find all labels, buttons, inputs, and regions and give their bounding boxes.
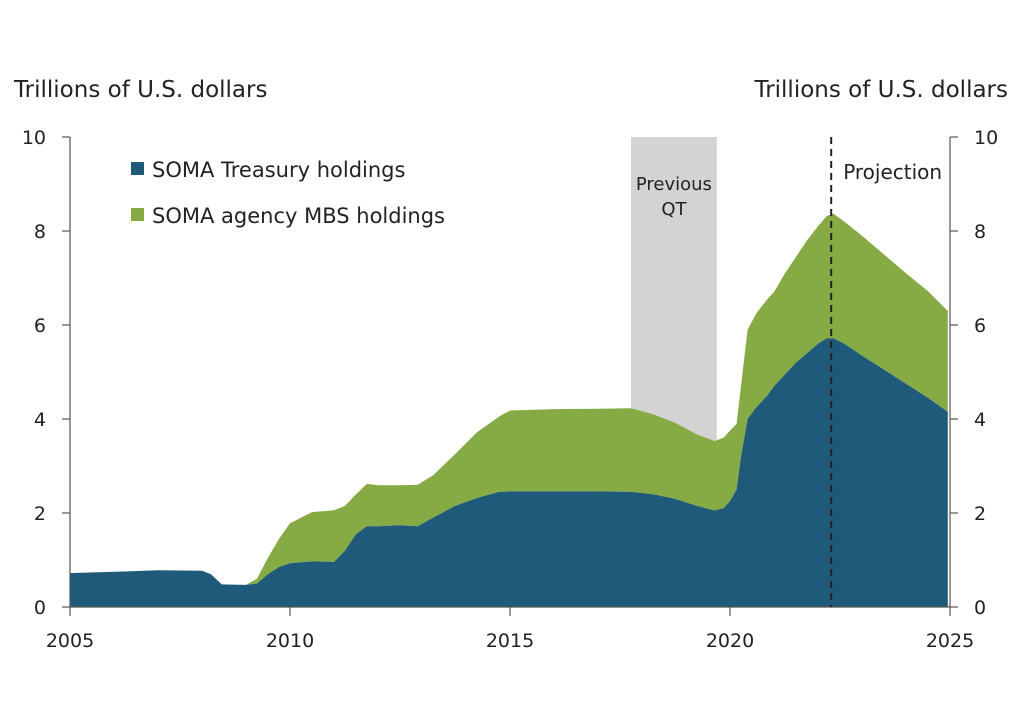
y-tick-label-left: 6 xyxy=(34,315,46,337)
x-tick-label: 2015 xyxy=(486,630,534,652)
previous-qt-label-line2: QT xyxy=(661,199,687,220)
y-tick-label-right: 6 xyxy=(974,315,986,337)
y-tick-label-right: 0 xyxy=(974,597,986,619)
y-tick-label-right: 10 xyxy=(974,127,998,149)
legend-swatch-mbs xyxy=(131,208,144,221)
x-tick-label: 2025 xyxy=(926,630,974,652)
y-tick-label-left: 4 xyxy=(34,409,46,431)
x-tick-label: 2005 xyxy=(46,630,94,652)
series-area-treasury xyxy=(70,338,948,607)
projection-label: Projection xyxy=(843,160,942,184)
y-axis-label-left: Trillions of U.S. dollars xyxy=(13,77,267,103)
y-tick-label-left: 2 xyxy=(34,503,46,525)
x-tick-label: 2020 xyxy=(706,630,754,652)
legend-label-treasury: SOMA Treasury holdings xyxy=(152,158,405,182)
previous-qt-label-line1: Previous xyxy=(636,174,712,195)
legend-label-mbs: SOMA agency MBS holdings xyxy=(152,204,445,228)
legend-swatch-treasury xyxy=(131,162,144,175)
y-tick-label-left: 10 xyxy=(22,127,46,149)
series-area-mbs xyxy=(70,213,948,585)
y-tick-label-left: 8 xyxy=(34,221,46,243)
y-tick-label-right: 8 xyxy=(974,221,986,243)
x-tick-label: 2010 xyxy=(266,630,314,652)
y-tick-label-right: 2 xyxy=(974,503,986,525)
y-tick-label-right: 4 xyxy=(974,409,986,431)
y-tick-label-left: 0 xyxy=(34,597,46,619)
legend: SOMA Treasury holdings SOMA agency MBS h… xyxy=(131,158,445,228)
y-axis-label-right: Trillions of U.S. dollars xyxy=(754,77,1008,103)
